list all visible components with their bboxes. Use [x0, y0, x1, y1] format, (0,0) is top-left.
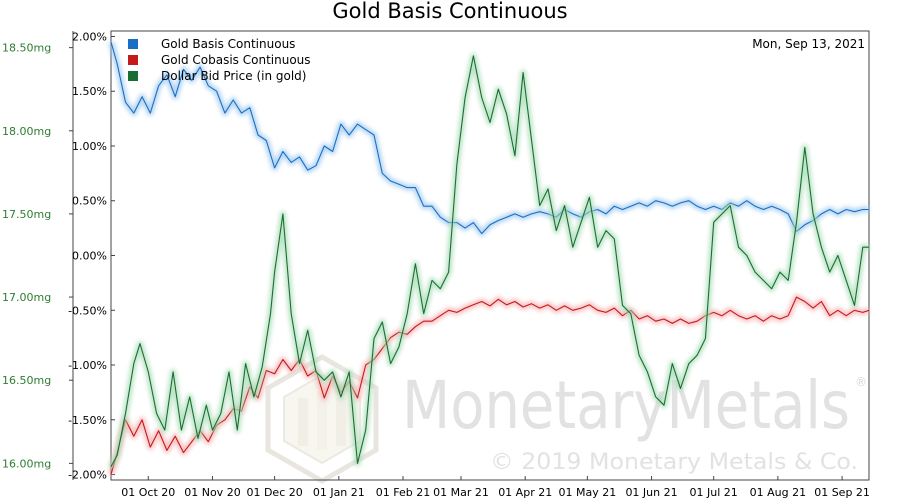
x-axis-tick-label: 01 Mar 21 [433, 486, 489, 499]
mg-axis-tick-label: 18.50mg [2, 42, 51, 55]
series-layer [108, 41, 870, 476]
left-axis-tick-label: 0.00% [72, 250, 107, 263]
x-axis-tick-label: 01 Feb 21 [376, 486, 430, 499]
left-axis-tick-label: 1.50% [72, 85, 107, 98]
mg-axis-tick-label: 16.50mg [2, 374, 51, 387]
legend-swatch [128, 71, 138, 81]
left-axis-tick-label: 1.00% [72, 140, 107, 153]
legend-swatch [128, 39, 138, 49]
left-axis-tick-label: 0.50% [72, 195, 107, 208]
x-axis-tick-label: 01 Dec 20 [246, 486, 302, 499]
x-axis-tick-label: 01 Apr 21 [498, 486, 552, 499]
left-axis-tick-label: -2.00% [68, 469, 107, 482]
watermark-registered: ® [855, 375, 867, 389]
x-axis-tick-label: 01 Jun 21 [625, 486, 677, 499]
x-axis-tick-label: 01 Jul 21 [690, 486, 738, 499]
left-axis-tick-label: -1.00% [68, 359, 107, 372]
axes: 2.00% 1.50% 1.00% 0.50% 0.00% -0.50% -1.00% -1.… [2, 30, 870, 499]
x-axis-tick-label: 01 Jan 21 [313, 486, 365, 499]
watermark-copyright: © 2019 Monetary Metals & Co. [490, 450, 858, 475]
x-axis-tick-label: 01 Aug 21 [750, 486, 806, 499]
watermark: MonetaryMetals ® © 2019 Monetary Metals … [265, 354, 867, 484]
x-axis-tick-label: 01 Sep 21 [814, 486, 870, 499]
mg-axis-tick-label: 16.00mg [2, 457, 51, 470]
legend: Gold Basis Continuous Gold Cobasis Contin… [128, 37, 311, 83]
mg-axis-tick-label: 17.50mg [2, 208, 51, 221]
chart-title: Gold Basis Continuous [332, 0, 567, 23]
legend-label: Gold Cobasis Continuous [161, 53, 311, 67]
left-axis-tick-label: 2.00% [72, 30, 107, 43]
x-axis-tick-label: 01 Nov 20 [184, 486, 240, 499]
left-axis-tick-label: -1.50% [68, 414, 107, 427]
watermark-brand: MonetaryMetals [402, 367, 850, 444]
legend-label: Gold Basis Continuous [161, 37, 295, 51]
mg-axis-tick-label: 18.00mg [2, 125, 51, 138]
x-axis-tick-label: 01 Oct 20 [121, 486, 175, 499]
x-axis-tick-label: 01 May 21 [558, 486, 616, 499]
dollar-bid-price-in-gold-line [110, 55, 869, 467]
legend-label: Dollar Bid Price (in gold) [161, 69, 306, 83]
left-axis-tick-label: -0.50% [68, 304, 107, 317]
mg-axis-tick-label: 17.00mg [2, 291, 51, 304]
gold-basis-continuous-line [110, 41, 869, 235]
date-annotation: Mon, Sep 13, 2021 [752, 37, 865, 51]
legend-swatch [128, 55, 138, 65]
